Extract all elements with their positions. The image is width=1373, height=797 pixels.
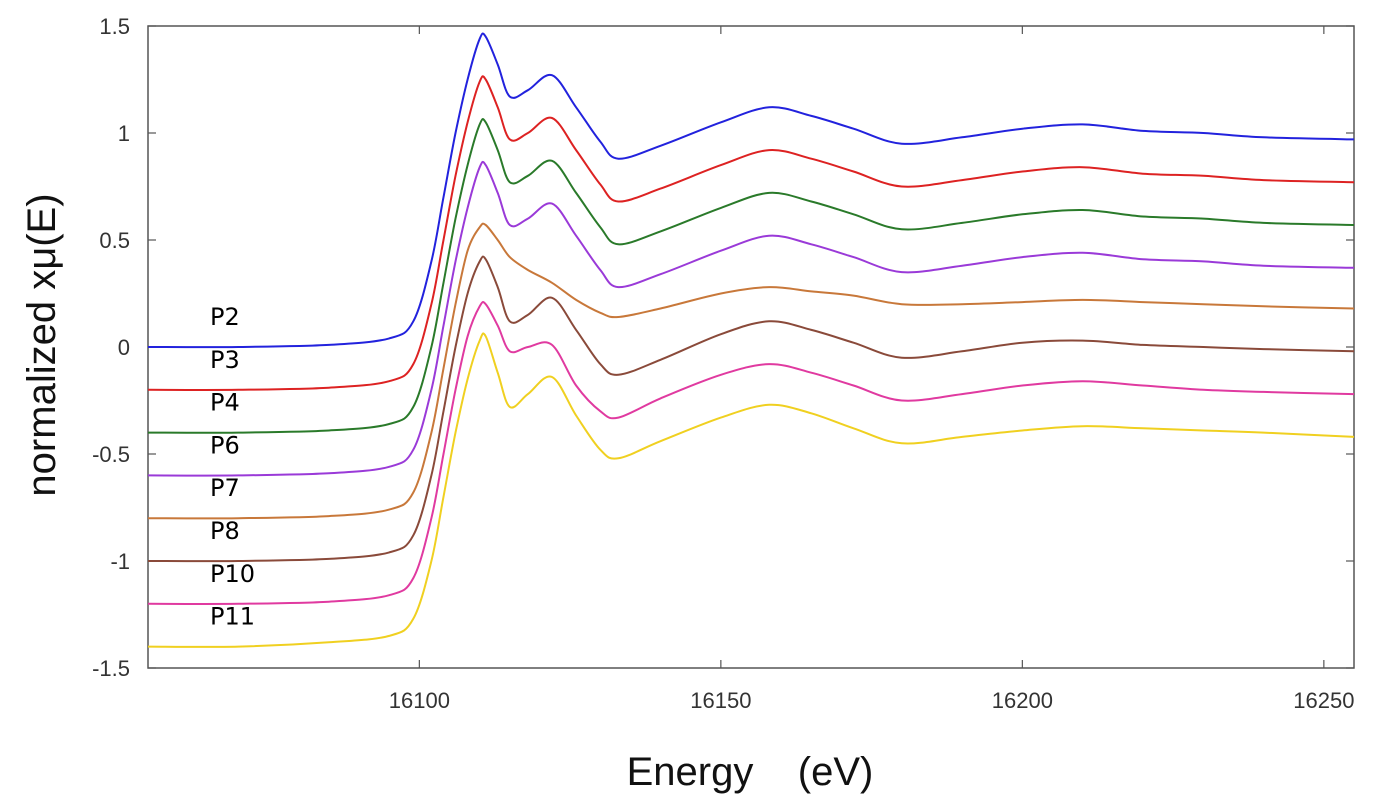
x-axis-title: Energy (eV)	[627, 750, 874, 794]
series-lines	[147, 32, 1355, 648]
series-label-p10: P10	[210, 560, 255, 588]
series-line-p4	[147, 118, 1355, 434]
axis-ticks: 1.5 1 0.5 0 -0.5 -1 -1.5 16100 16150 16200 16250	[92, 14, 1354, 713]
x-tick-label: 16250	[1293, 688, 1354, 713]
series-line-p10	[147, 301, 1355, 605]
series-label-p6: P6	[210, 431, 240, 459]
series-label-p8: P8	[210, 517, 240, 545]
series-label-p4: P4	[210, 389, 240, 417]
series-line-p3	[147, 75, 1355, 391]
series-line-p8	[147, 255, 1355, 563]
y-tick-label: -1.5	[92, 656, 130, 681]
series-label-p7: P7	[210, 474, 240, 502]
y-tick-label: -1	[110, 549, 130, 574]
series-line-p7	[147, 222, 1355, 520]
x-tick-label: 16150	[690, 688, 751, 713]
series-line-p2	[147, 32, 1355, 349]
series-labels: P2 P3 P4 P6 P7 P8 P10 P11	[210, 303, 255, 631]
y-tick-label: -0.5	[92, 442, 130, 467]
series-label-p11: P11	[210, 603, 255, 631]
y-tick-label: 1.5	[99, 14, 130, 39]
y-tick-label: 0.5	[99, 228, 130, 253]
x-tick-label: 16100	[389, 688, 450, 713]
series-label-p2: P2	[210, 303, 240, 331]
series-line-p6	[147, 160, 1355, 477]
y-axis-title: normalized xμ(E)	[20, 193, 64, 496]
series-label-p3: P3	[210, 346, 240, 374]
x-tick-label: 16200	[992, 688, 1053, 713]
series-line-p11	[147, 332, 1355, 648]
y-tick-label: 0	[118, 335, 130, 360]
y-tick-label: 1	[118, 121, 130, 146]
